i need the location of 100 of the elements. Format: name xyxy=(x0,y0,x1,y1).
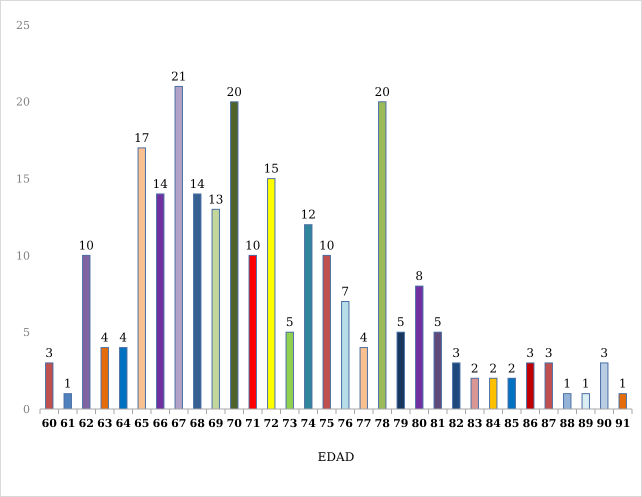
x-tick-label: 87 xyxy=(541,417,556,430)
x-tick-label: 89 xyxy=(578,417,594,430)
data-label: 17 xyxy=(134,130,150,145)
bar xyxy=(82,254,90,410)
x-tick-label: 76 xyxy=(338,417,354,430)
data-label: 4 xyxy=(100,330,109,345)
data-label: 5 xyxy=(434,315,442,330)
data-label: 5 xyxy=(286,315,294,330)
x-tick-label: 83 xyxy=(467,417,482,430)
x-tick-label: 80 xyxy=(412,417,428,430)
data-label: 13 xyxy=(208,192,224,206)
data-label: 20 xyxy=(226,84,242,99)
y-tick-label: 20 xyxy=(16,96,30,109)
x-tick-label: 71 xyxy=(245,417,260,430)
x-tick-label: 68 xyxy=(190,417,206,430)
x-tick-label: 72 xyxy=(264,417,279,430)
y-tick-label: 25 xyxy=(16,18,30,32)
bar xyxy=(156,193,164,410)
data-label: 7 xyxy=(341,284,350,298)
data-label: 3 xyxy=(600,346,608,360)
bar xyxy=(544,362,553,410)
bar xyxy=(600,362,608,410)
x-tick-label: 90 xyxy=(596,417,612,430)
data-label: 5 xyxy=(396,315,405,330)
x-tick-label: 91 xyxy=(615,417,630,430)
x-tick-label: 78 xyxy=(374,417,390,430)
bar xyxy=(174,86,183,410)
data-label: 10 xyxy=(78,238,94,252)
bar xyxy=(360,347,368,410)
x-axis-title: EDAD xyxy=(318,450,354,464)
data-label: 3 xyxy=(45,346,54,360)
bar xyxy=(138,147,146,410)
data-label: 1 xyxy=(563,376,572,391)
x-tick-label: 85 xyxy=(504,417,520,430)
x-tick-label: 84 xyxy=(486,417,502,430)
bar xyxy=(526,362,534,410)
x-tick-label: 81 xyxy=(430,417,446,430)
data-label: 2 xyxy=(470,361,479,376)
data-label: 4 xyxy=(360,330,368,345)
y-tick-label: 10 xyxy=(16,249,30,262)
x-tick-label: 88 xyxy=(560,417,576,430)
bar xyxy=(452,362,460,410)
bar xyxy=(230,101,238,410)
data-label: 8 xyxy=(415,269,424,284)
bar xyxy=(119,347,128,410)
bar xyxy=(378,101,386,410)
data-label: 14 xyxy=(152,176,168,191)
data-label: 20 xyxy=(374,84,390,99)
data-label: 15 xyxy=(264,162,279,176)
x-tick-label: 65 xyxy=(134,417,150,430)
x-tick-label: 70 xyxy=(226,417,242,430)
x-tick-label: 74 xyxy=(300,417,316,430)
bar xyxy=(508,378,516,410)
data-label: 1 xyxy=(582,376,590,391)
data-label: 14 xyxy=(190,176,206,191)
x-tick-label: 79 xyxy=(393,417,408,430)
data-label: 12 xyxy=(300,208,316,222)
data-label: 1 xyxy=(618,376,627,391)
bar xyxy=(563,393,572,410)
x-tick-label: 61 xyxy=(60,417,76,430)
x-tick-label: 64 xyxy=(116,417,132,430)
bar xyxy=(582,393,590,410)
data-label: 2 xyxy=(489,361,498,376)
data-label: 1 xyxy=(64,376,72,391)
bar xyxy=(45,362,54,410)
bar xyxy=(304,224,312,410)
bar xyxy=(341,300,350,410)
data-label: 2 xyxy=(508,361,516,376)
x-tick-label: 67 xyxy=(171,417,186,430)
x-tick-label: 86 xyxy=(522,417,538,430)
bar xyxy=(415,286,424,410)
bar xyxy=(396,332,405,410)
bar xyxy=(193,193,202,410)
bar xyxy=(286,332,294,410)
bar xyxy=(212,208,220,410)
x-tick-label: 82 xyxy=(448,417,464,430)
y-tick-label: 15 xyxy=(16,172,30,186)
x-tick-label: 77 xyxy=(356,417,372,430)
data-label: 3 xyxy=(544,346,553,360)
bar xyxy=(618,393,627,410)
bar xyxy=(434,332,442,410)
bar xyxy=(64,393,72,410)
x-tick-label: 73 xyxy=(282,417,298,430)
bar xyxy=(267,178,276,410)
x-tick-label: 75 xyxy=(319,417,334,430)
x-tick-label: 60 xyxy=(42,417,58,430)
bar xyxy=(322,254,331,410)
data-label: 3 xyxy=(526,346,534,360)
bar xyxy=(489,378,498,410)
y-tick-label: 0 xyxy=(23,402,30,416)
bar xyxy=(248,254,257,410)
y-tick-label: 5 xyxy=(23,326,30,340)
x-tick-label: 66 xyxy=(152,417,168,430)
data-label: 4 xyxy=(119,330,128,345)
bar xyxy=(100,347,109,410)
x-tick-label: 63 xyxy=(97,417,112,430)
data-label: 3 xyxy=(452,346,460,360)
x-tick-label: 62 xyxy=(78,417,94,430)
bar xyxy=(470,378,479,410)
data-label: 10 xyxy=(319,238,334,252)
